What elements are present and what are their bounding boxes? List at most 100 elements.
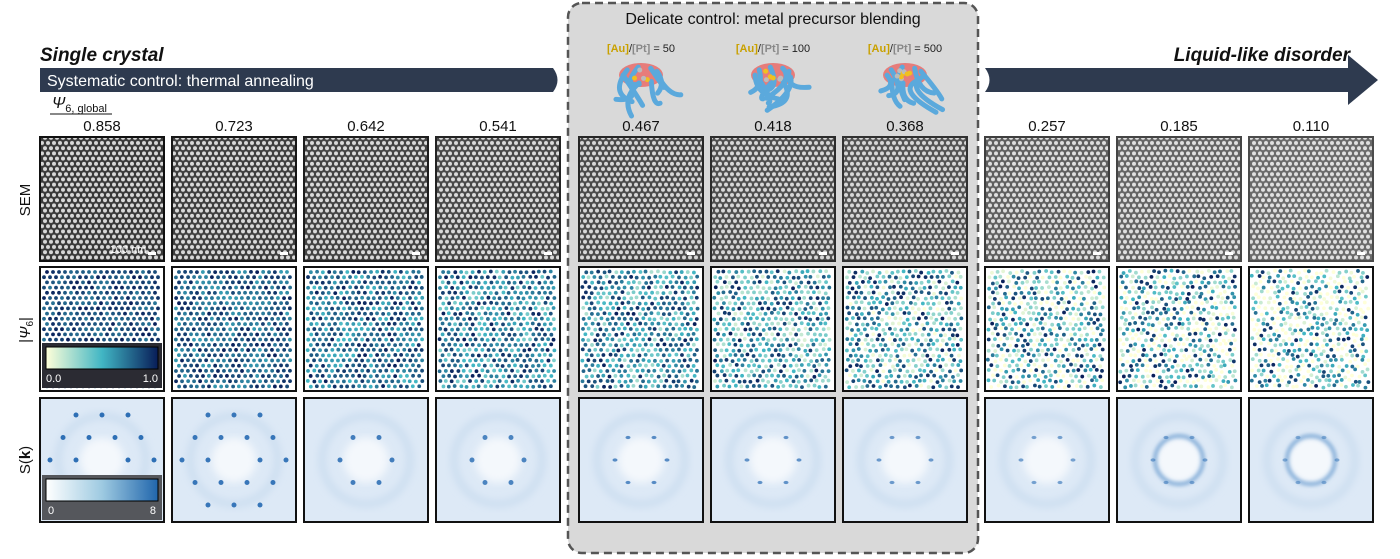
psi-dot	[1057, 369, 1062, 374]
psi-dot	[393, 343, 398, 347]
psi-dot	[739, 332, 744, 337]
psi-dot	[255, 384, 259, 389]
psi-dot	[246, 348, 251, 352]
psi-dot	[887, 274, 892, 279]
psi-dot	[444, 306, 449, 311]
psi-dot	[447, 342, 452, 347]
psi-dot	[1361, 270, 1365, 275]
psi-dot	[474, 285, 479, 290]
psi-dot	[748, 327, 753, 332]
psi-dot	[1184, 348, 1189, 352]
psi-dot	[314, 321, 319, 326]
psi-dot	[1165, 375, 1169, 380]
psi-dot	[438, 316, 443, 321]
psi-dot	[348, 275, 352, 279]
scale-bar	[148, 252, 156, 255]
psi-dot	[458, 364, 463, 368]
psi-dot	[601, 353, 606, 357]
psi-dot	[770, 383, 775, 388]
psi-dot	[354, 348, 359, 352]
psi-dot	[599, 286, 604, 291]
psi-dot	[441, 384, 446, 389]
psi-dot	[598, 358, 603, 363]
psi-dot	[925, 363, 930, 368]
psi-dot	[510, 275, 515, 280]
psi-dot	[1309, 342, 1314, 347]
psi-dot	[525, 321, 530, 326]
psi-dot	[507, 353, 512, 358]
psi-dot	[656, 374, 661, 379]
psi-dot	[1186, 317, 1190, 322]
psi-dot	[646, 348, 651, 353]
psi-dot	[1349, 270, 1354, 275]
psi-dot	[1154, 336, 1159, 341]
psi-dot	[1295, 301, 1300, 306]
psi-dot	[827, 285, 832, 290]
psi-dot	[1230, 322, 1235, 326]
psi-dot	[405, 353, 409, 357]
psi-dot	[749, 338, 754, 343]
psi-dot	[1225, 352, 1229, 357]
psi-dot	[1028, 359, 1033, 363]
psi-dot	[126, 285, 130, 290]
psi-dot	[222, 379, 227, 383]
psi-dot	[1080, 374, 1085, 379]
psi-dot	[646, 369, 651, 373]
psi-dot	[353, 317, 358, 321]
psi-dot	[419, 316, 424, 321]
psi-dot	[999, 347, 1004, 352]
psi-dot	[108, 285, 112, 290]
psi-dot	[153, 301, 157, 306]
sk-ring	[1155, 436, 1203, 484]
psi-dot	[1133, 312, 1138, 317]
psi-dot	[758, 290, 762, 295]
psi-dot	[850, 328, 854, 332]
psi-dot	[1140, 343, 1145, 348]
psi-dot	[1263, 358, 1268, 363]
psi-dot	[1055, 280, 1060, 285]
psi-dot	[459, 270, 464, 274]
psi-dot	[147, 311, 151, 316]
psi-dot	[1182, 353, 1187, 358]
psi-dot	[1028, 305, 1033, 310]
psi-dot	[228, 358, 232, 363]
psi-dot	[1118, 337, 1123, 342]
psi-dot	[1178, 337, 1183, 342]
psi-dot	[1264, 311, 1269, 316]
psi-dot	[806, 362, 811, 367]
psi-dot	[117, 311, 121, 316]
psi-dot	[1037, 290, 1041, 295]
psi-dot	[949, 384, 954, 389]
ratio-part: [Au]	[736, 43, 758, 55]
sk-peak	[508, 434, 514, 440]
psi-dot	[228, 275, 232, 279]
psi-dot	[504, 347, 509, 352]
psi-dot	[242, 384, 247, 389]
psi-dot	[1145, 300, 1149, 304]
psi-dot	[940, 307, 945, 312]
psi-dot	[1222, 289, 1227, 294]
psi-dot	[513, 269, 517, 274]
psi-dot	[635, 348, 640, 353]
psi-dot	[788, 301, 793, 306]
psi-dot	[207, 363, 211, 368]
psi-dot	[231, 363, 235, 368]
psi-dot	[186, 368, 190, 373]
psi-dot	[595, 384, 600, 389]
psi-dot	[510, 337, 514, 342]
psi-dot	[519, 343, 524, 347]
psi-dot	[153, 322, 157, 326]
psi-dot	[1151, 333, 1156, 338]
psi-dot	[336, 337, 341, 342]
psi-dot	[1048, 378, 1052, 383]
psi-dot	[285, 363, 289, 368]
psi-dot	[1102, 285, 1107, 290]
psi-dot	[743, 316, 748, 321]
psi-dot	[1037, 353, 1042, 357]
psi-dot	[877, 322, 881, 327]
psi-dot	[1306, 327, 1311, 332]
sk-peak	[1295, 480, 1301, 485]
psi-dot	[635, 358, 640, 363]
psi-dot	[643, 322, 648, 326]
psi-dot	[761, 369, 766, 374]
